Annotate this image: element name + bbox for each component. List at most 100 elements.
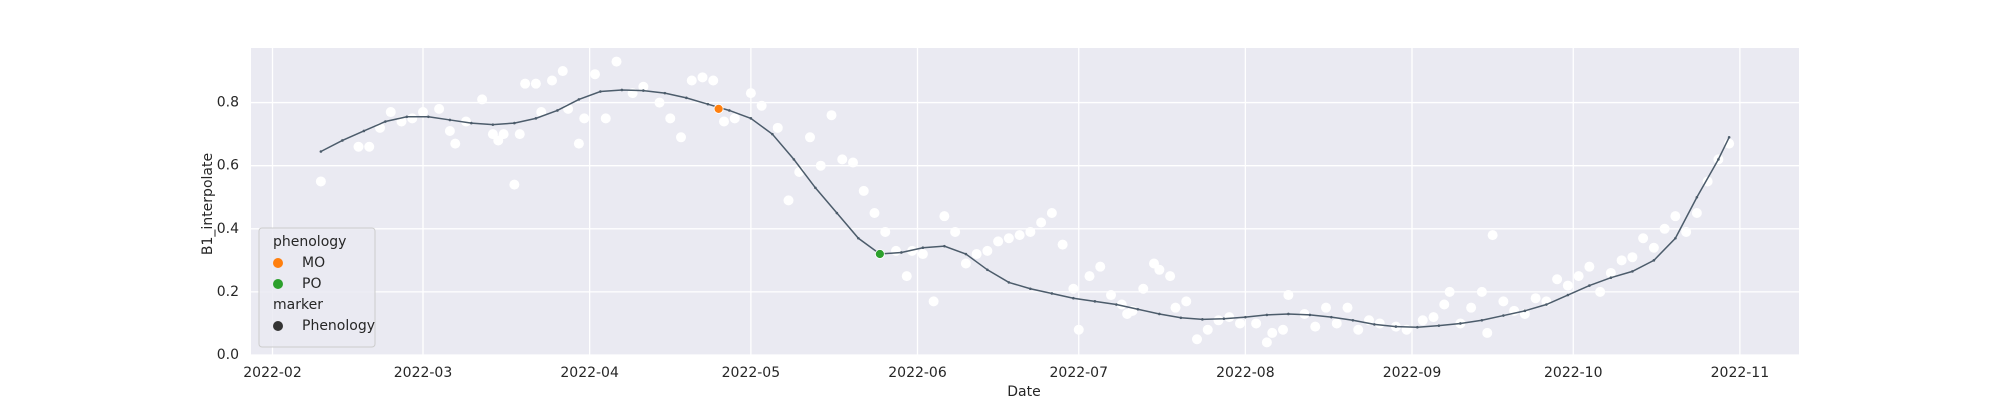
data-point xyxy=(907,245,918,256)
data-point xyxy=(1068,283,1079,294)
x-tick-label: 2022-03 xyxy=(394,365,453,381)
line-vertex xyxy=(986,268,989,272)
line-vertex xyxy=(1050,292,1054,295)
line-vertex xyxy=(771,132,774,136)
data-point xyxy=(729,113,740,124)
data-point xyxy=(407,113,418,124)
line-vertex xyxy=(1330,315,1333,319)
line-vertex xyxy=(857,236,860,240)
line-vertex xyxy=(642,89,645,92)
data-point xyxy=(536,107,547,118)
data-point xyxy=(783,195,794,206)
data-point xyxy=(1084,271,1095,282)
line-vertex xyxy=(1115,303,1118,306)
data-point xyxy=(1014,230,1025,241)
data-point xyxy=(1283,290,1294,301)
line-vertex xyxy=(1265,313,1269,317)
data-point xyxy=(960,258,971,269)
data-point xyxy=(869,208,880,219)
data-point xyxy=(858,185,869,196)
x-tick-label: 2022-08 xyxy=(1216,365,1275,381)
data-point xyxy=(385,107,396,118)
data-point xyxy=(901,271,912,282)
x-tick-label: 2022-06 xyxy=(888,365,947,381)
legend-marker xyxy=(273,279,283,289)
data-point xyxy=(1659,223,1670,234)
line-vertex xyxy=(1588,284,1591,287)
line-vertex xyxy=(900,251,903,254)
line-vertex xyxy=(1674,236,1677,240)
data-point xyxy=(1482,327,1493,338)
data-point xyxy=(1278,324,1288,335)
data-point xyxy=(1342,302,1353,313)
data-point xyxy=(848,157,858,168)
y-tick-label: 0.2 xyxy=(217,284,239,300)
line-vertex xyxy=(1136,307,1140,311)
line-vertex xyxy=(1652,259,1656,262)
data-point xyxy=(1321,302,1331,313)
data-point xyxy=(1584,261,1595,272)
line-vertex xyxy=(620,88,624,92)
data-point xyxy=(1616,255,1627,266)
y-tick-label: 0.0 xyxy=(217,347,239,363)
x-tick-label: 2022-09 xyxy=(1383,365,1442,381)
x-tick-label: 2022-02 xyxy=(243,365,302,381)
data-point xyxy=(1648,242,1659,253)
line-vertex xyxy=(1394,325,1398,328)
data-point xyxy=(917,249,928,260)
line-vertex xyxy=(319,150,323,153)
data-point xyxy=(461,116,471,127)
data-point xyxy=(1202,324,1213,335)
line-vertex xyxy=(405,115,409,119)
line-vertex xyxy=(1480,318,1484,322)
data-point xyxy=(1251,318,1262,329)
data-point xyxy=(1638,233,1649,244)
line-vertex xyxy=(362,129,366,133)
data-point xyxy=(928,296,939,307)
data-point xyxy=(1181,296,1192,307)
x-tick-label: 2022-10 xyxy=(1544,365,1603,381)
data-point xyxy=(993,236,1004,247)
data-point xyxy=(1595,286,1606,297)
y-axis-label: B1_interpolate xyxy=(200,153,216,255)
data-point xyxy=(1417,315,1428,326)
data-point xyxy=(353,141,364,152)
line-vertex xyxy=(1437,324,1441,327)
data-point xyxy=(611,56,622,67)
data-point xyxy=(547,75,557,86)
line-vertex xyxy=(964,252,968,256)
data-point xyxy=(1310,321,1321,332)
x-tick-label: 2022-04 xyxy=(560,365,619,381)
legend-label: Phenology xyxy=(302,318,375,334)
data-point xyxy=(1003,233,1014,244)
data-point xyxy=(1444,286,1455,297)
line-vertex xyxy=(1727,135,1731,139)
data-point xyxy=(520,78,531,89)
data-point xyxy=(418,107,428,118)
line-vertex xyxy=(1609,276,1613,279)
line-vertex xyxy=(470,121,473,125)
data-point xyxy=(1192,334,1202,345)
line-vertex xyxy=(1007,281,1011,284)
line-vertex xyxy=(1502,314,1505,317)
data-point xyxy=(1466,302,1477,313)
line-vertex xyxy=(1373,323,1376,326)
data-point xyxy=(697,72,708,83)
data-point xyxy=(745,88,756,99)
line-vertex xyxy=(599,90,602,93)
line-vertex xyxy=(663,91,667,95)
data-point xyxy=(579,113,590,124)
line-vertex xyxy=(1545,303,1548,306)
data-point xyxy=(1562,280,1573,291)
data-point xyxy=(719,116,729,127)
line-vertex xyxy=(1201,318,1204,321)
data-point xyxy=(826,110,837,121)
plot-background xyxy=(251,48,1799,355)
data-point xyxy=(874,249,885,259)
data-point xyxy=(498,129,509,140)
line-vertex xyxy=(1072,296,1075,300)
data-point xyxy=(509,179,520,190)
data-point xyxy=(1530,293,1541,304)
data-point xyxy=(891,245,901,256)
